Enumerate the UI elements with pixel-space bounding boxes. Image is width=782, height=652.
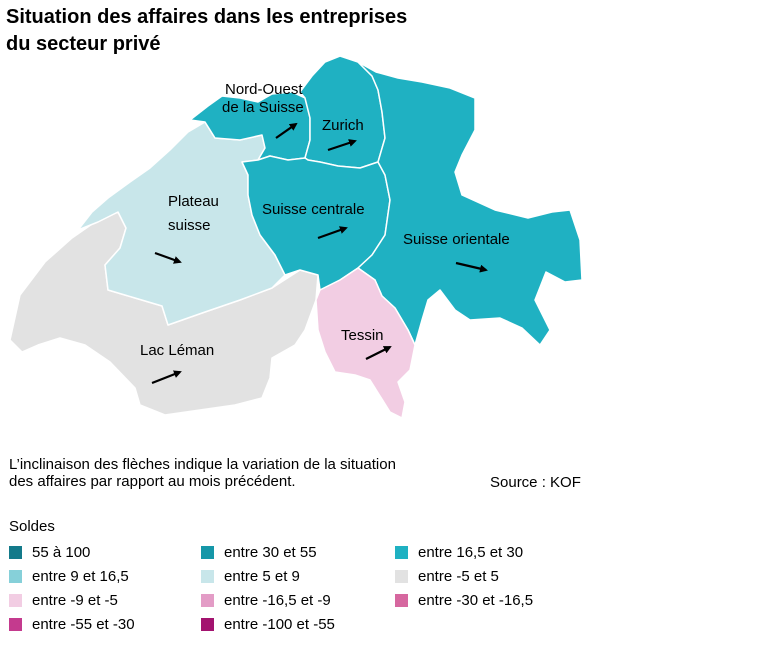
legend-item: entre -16,5 et -9 — [201, 592, 331, 610]
legend-swatch — [395, 569, 408, 583]
switzerland-map: Nord-Ouest de la Suisse Zurich Suisse cen… — [9, 55, 583, 419]
legend-label: entre -100 et -55 — [224, 616, 335, 634]
arrow-zurich — [327, 139, 357, 152]
legend-swatch — [9, 545, 22, 559]
label-plateau-suisse: Plateau suisse — [168, 193, 219, 234]
arrow-note-line-2: des affaires par rapport au mois précéde… — [9, 473, 296, 490]
legend-item: entre -9 et -5 — [9, 592, 118, 610]
map-title-line-1: Situation des affaires dans les entrepri… — [6, 6, 408, 28]
legend-item: entre 9 et 16,5 — [9, 567, 129, 585]
map-title: Situation des affaires dans les entrepri… — [6, 4, 407, 58]
legend-label: entre -16,5 et -9 — [224, 592, 331, 610]
legend-swatch — [395, 545, 408, 559]
legend-label: entre -30 et -16,5 — [418, 592, 534, 610]
legend-label: entre 16,5 et 30 — [418, 543, 524, 561]
legend-swatch — [201, 594, 214, 608]
legend-item: entre 16,5 et 30 — [395, 543, 523, 561]
label-suisse-orientale: Suisse orientale — [403, 231, 510, 248]
source-text: Source : KOF — [490, 474, 581, 491]
arrow-plateau-suisse — [154, 251, 182, 264]
legend-title: Soldes — [9, 518, 55, 535]
arrow-note-line-1: L’inclinaison des flèches indique la var… — [9, 456, 396, 473]
arrow-nord-ouest — [275, 122, 298, 139]
legend-swatch — [395, 594, 408, 608]
legend-label: entre -9 et -5 — [32, 592, 118, 610]
legend-label: entre -55 et -30 — [32, 616, 135, 634]
legend-swatch — [201, 618, 214, 632]
legend-label: 55 à 100 — [32, 543, 91, 561]
legend-label: entre 30 et 55 — [224, 543, 317, 561]
arrow-suisse-centrale — [317, 226, 348, 240]
label-zurich: Zurich — [322, 117, 364, 134]
arrow-suisse-orientale — [455, 261, 488, 273]
legend-item: entre -5 et 5 — [395, 567, 499, 585]
legend-item: entre 30 et 55 — [201, 543, 317, 561]
legend-item: entre -30 et -16,5 — [395, 592, 533, 610]
legend-swatch — [201, 545, 214, 559]
legend-swatch — [9, 618, 22, 632]
legend-swatch — [9, 569, 22, 583]
legend-swatch — [9, 594, 22, 608]
label-lac-leman: Lac Léman — [140, 342, 214, 359]
legend-item: entre -100 et -55 — [201, 616, 335, 634]
label-nord-ouest: Nord-Ouest de la Suisse — [222, 81, 304, 116]
legend-item: 55 à 100 — [9, 543, 90, 561]
label-suisse-centrale: Suisse centrale — [262, 201, 365, 218]
arrow-note: L’inclinaison des flèches indique la var… — [9, 456, 396, 490]
region-suisse-orientale[interactable] — [357, 61, 583, 346]
region-tessin[interactable] — [315, 267, 416, 419]
map-title-line-2: du secteur privé — [6, 33, 161, 55]
arrow-tessin — [365, 346, 392, 360]
label-tessin: Tessin — [341, 327, 384, 344]
legend-item: entre -55 et -30 — [9, 616, 135, 634]
legend-swatch — [201, 569, 214, 583]
legend-item: entre 5 et 9 — [201, 567, 300, 585]
legend-label: entre -5 et 5 — [418, 567, 499, 585]
legend-label: entre 5 et 9 — [224, 567, 300, 585]
arrow-lac-leman — [151, 370, 182, 385]
legend-label: entre 9 et 16,5 — [32, 567, 129, 585]
